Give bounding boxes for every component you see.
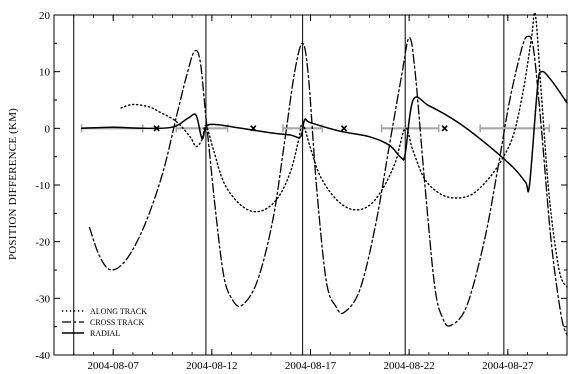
y-tick-label: 0 [45, 123, 51, 135]
gray-interval [380, 124, 440, 133]
series-line-radial [80, 70, 568, 193]
legend-entry: RADIAL [62, 329, 120, 338]
series-line-cross-track [88, 35, 568, 336]
reference-lines [73, 15, 505, 355]
y-tick-label: -30 [35, 293, 50, 305]
axis-ticks: 20 10 0 -10 -20 -30 -40 2004-08-07 2004-08-12 200… [35, 10, 568, 372]
legend-label: RADIAL [90, 329, 120, 338]
y-tick-label: -10 [35, 180, 50, 192]
legend-label: ALONG TRACK [90, 307, 147, 316]
plot-frame [53, 14, 568, 356]
x-marker [340, 125, 348, 132]
y-axis-title: POSITION DIFFERENCE (KM) [7, 108, 19, 260]
x-marker [441, 125, 448, 132]
legend-entry: ALONG TRACK [62, 307, 147, 316]
x-tick-label: 2004-08-17 [285, 360, 337, 372]
series-line-along-track [120, 12, 568, 288]
x-tick-label: 2004-08-27 [482, 360, 534, 372]
x-tick-label: 2004-08-07 [88, 360, 140, 372]
series-lines [80, 12, 568, 336]
x-tick-label: 2004-08-12 [186, 360, 237, 372]
x-marker [250, 125, 257, 132]
x-tick-label: 2004-08-22 [383, 360, 434, 372]
legend-label: CROSS TRACK [90, 318, 145, 327]
y-tick-label: 10 [39, 67, 51, 79]
y-tick-label: -20 [35, 237, 50, 249]
legend: ALONG TRACK CROSS TRACK RADIAL [62, 307, 147, 338]
legend-entry: CROSS TRACK [62, 318, 145, 327]
y-tick-label: -40 [35, 350, 50, 362]
y-tick-label: 20 [39, 10, 51, 22]
x-markers [153, 125, 448, 132]
x-marker [153, 125, 160, 132]
